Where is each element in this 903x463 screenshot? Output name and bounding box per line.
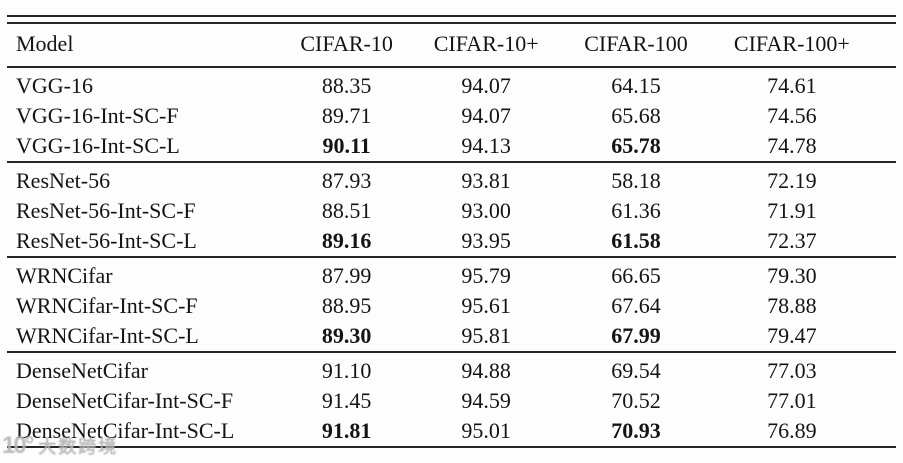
metric-value-cell: 94.13 [461,133,511,158]
group-vgg16: VGG-16 88.35 94.07 64.15 74.61 VGG-16-In… [7,67,896,162]
metric-value-cell: 61.36 [611,198,661,223]
metric-value-cell: 91.81 [321,418,372,443]
metric-value-cell: 67.64 [611,293,661,318]
group-densenetcifar: DenseNetCifar 91.10 94.88 69.54 77.03 De… [7,352,896,447]
metric-value-cell: 78.88 [767,293,817,318]
column-header-cifar100: CIFAR-100 [558,23,714,68]
model-name-cell: DenseNetCifar-Int-SC-L [16,418,235,443]
metric-value-cell: 87.99 [321,263,372,288]
model-name-cell: VGG-16-Int-SC-F [16,103,179,128]
metric-value-cell: 89.16 [321,228,372,253]
model-name-cell: WRNCifar-Int-SC-F [16,293,198,318]
metric-value-cell: 87.93 [321,168,372,193]
model-name-cell: ResNet-56-Int-SC-F [16,198,196,223]
model-name-cell: DenseNetCifar-Int-SC-F [16,388,234,413]
column-header-cifar10: CIFAR-10 [279,23,415,68]
metric-value-cell: 91.45 [321,388,372,413]
metric-value-cell: 65.68 [611,103,661,128]
metric-value-cell: 72.19 [767,168,817,193]
metric-value-cell: 93.95 [461,228,511,253]
metric-value-cell: 95.61 [461,293,511,318]
metric-value-cell: 58.18 [611,168,661,193]
group-resnet56: ResNet-56 87.93 93.81 58.18 72.19 ResNet… [7,162,896,257]
metric-value-cell: 94.88 [461,358,511,383]
model-name-cell: DenseNetCifar [16,358,148,383]
table-row: ResNet-56 87.93 93.81 58.18 72.19 [7,162,896,196]
model-name-cell: ResNet-56 [16,168,111,193]
metric-value-cell: 74.56 [767,103,817,128]
metric-value-cell: 74.61 [767,73,817,98]
group-wrncifar: WRNCifar 87.99 95.79 66.65 79.30 WRNCifa… [7,257,896,352]
table-header: Model CIFAR-10 CIFAR-10+ CIFAR-100 CIFAR… [7,23,896,68]
metric-value-cell: 91.10 [321,358,372,383]
metric-value-cell: 88.51 [321,198,372,223]
metric-value-cell: 95.79 [461,263,511,288]
header-row: Model CIFAR-10 CIFAR-10+ CIFAR-100 CIFAR… [7,23,896,68]
table-row: DenseNetCifar-Int-SC-L 91.81 95.01 70.93… [7,416,896,447]
metric-value-cell: 89.30 [321,323,372,348]
table-row: VGG-16 88.35 94.07 64.15 74.61 [7,67,896,101]
model-name-cell: WRNCifar [16,263,113,288]
model-name-cell: VGG-16-Int-SC-L [16,133,180,158]
metric-value-cell: 66.65 [611,263,661,288]
metric-value-cell: 67.99 [611,323,661,348]
metric-value-cell: 69.54 [611,358,661,383]
table-row: WRNCifar 87.99 95.79 66.65 79.30 [7,257,896,291]
table-row: WRNCifar-Int-SC-F 88.95 95.61 67.64 78.8… [7,291,896,321]
metric-value-cell: 93.00 [461,198,511,223]
table-row: ResNet-56-Int-SC-F 88.51 93.00 61.36 71.… [7,196,896,226]
metric-value-cell: 88.95 [321,293,372,318]
column-header-model: Model [7,23,280,68]
metric-value-cell: 70.52 [611,388,661,413]
model-name-cell: WRNCifar-Int-SC-L [16,323,199,348]
metric-value-cell: 72.37 [767,228,817,253]
column-header-cifar100plus: CIFAR-100+ [713,23,896,68]
model-name-cell: VGG-16 [16,73,93,98]
metric-value-cell: 64.15 [611,73,661,98]
metric-value-cell: 76.89 [767,418,817,443]
table-row: WRNCifar-Int-SC-L 89.30 95.81 67.99 79.4… [7,321,896,352]
metric-value-cell: 71.91 [767,198,817,223]
metric-value-cell: 94.07 [461,103,511,128]
metric-value-cell: 89.71 [321,103,372,128]
metric-value-cell: 79.30 [767,263,817,288]
model-name-cell: ResNet-56-Int-SC-L [16,228,197,253]
metric-value-cell: 88.35 [321,73,372,98]
metric-value-cell: 90.11 [322,133,371,158]
metric-value-cell: 94.07 [461,73,511,98]
metric-value-cell: 95.01 [461,418,511,443]
metric-value-cell: 77.01 [767,388,817,413]
results-table: Model CIFAR-10 CIFAR-10+ CIFAR-100 CIFAR… [7,22,896,448]
metric-value-cell: 70.93 [611,418,661,443]
results-table-wrapper: Model CIFAR-10 CIFAR-10+ CIFAR-100 CIFAR… [7,15,896,448]
metric-value-cell: 61.58 [611,228,661,253]
metric-value-cell: 79.47 [767,323,817,348]
metric-value-cell: 77.03 [767,358,817,383]
table-row: VGG-16-Int-SC-F 89.71 94.07 65.68 74.56 [7,101,896,131]
metric-value-cell: 65.78 [611,133,661,158]
table-row: ResNet-56-Int-SC-L 89.16 93.95 61.58 72.… [7,226,896,257]
metric-value-cell: 94.59 [461,388,511,413]
metric-value-cell: 95.81 [461,323,511,348]
column-header-cifar10plus: CIFAR-10+ [414,23,559,68]
metric-value-cell: 74.78 [767,133,817,158]
table-row: VGG-16-Int-SC-L 90.11 94.13 65.78 74.78 [7,131,896,162]
metric-value-cell: 93.81 [461,168,511,193]
table-row: DenseNetCifar 91.10 94.88 69.54 77.03 [7,352,896,386]
table-row: DenseNetCifar-Int-SC-F 91.45 94.59 70.52… [7,386,896,416]
